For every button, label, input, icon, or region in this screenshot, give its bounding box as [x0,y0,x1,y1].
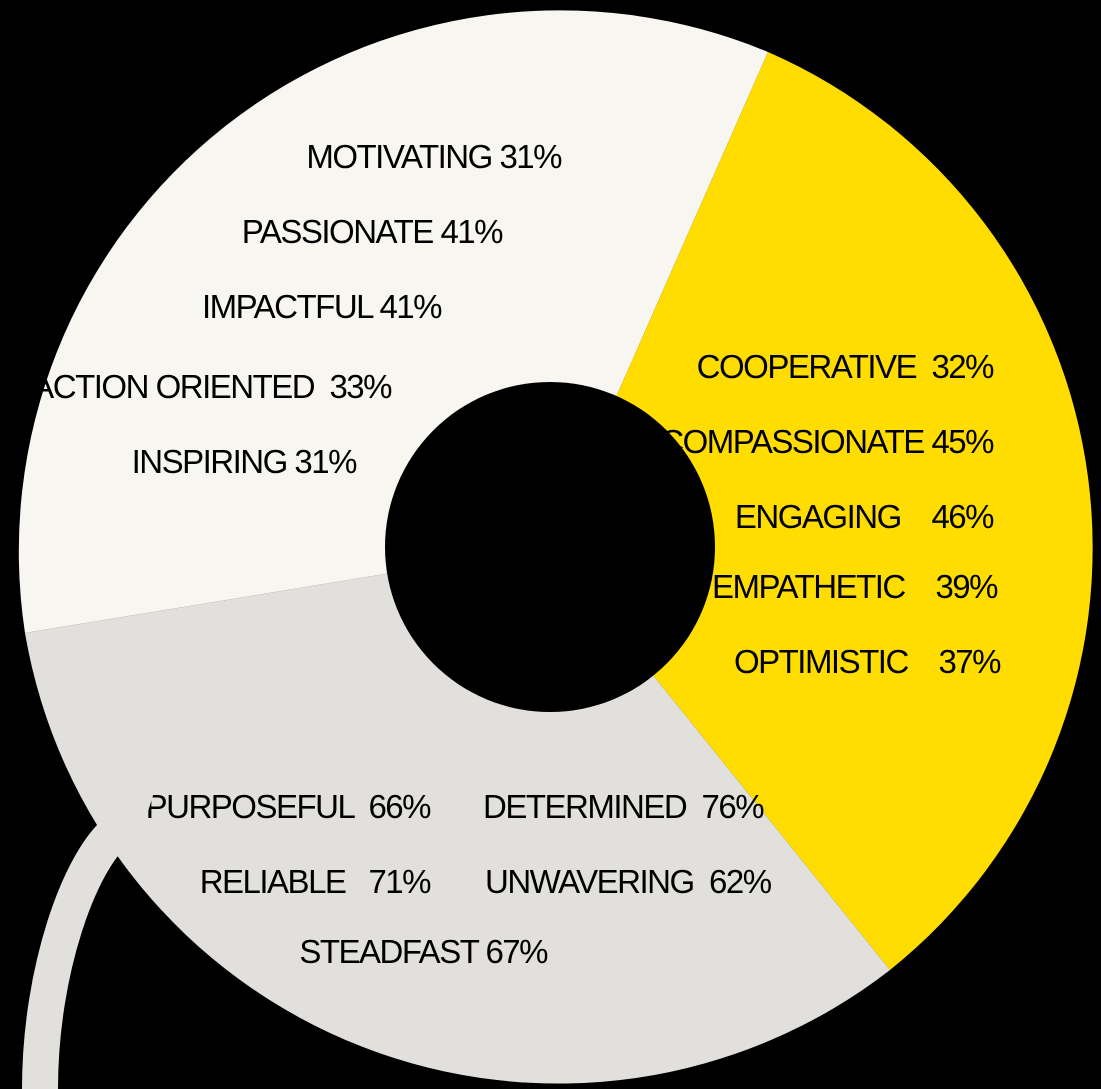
segment-grey [25,547,890,1084]
segment-light [18,10,769,634]
center-hole [385,382,715,712]
curved-arrow-icon [22,712,178,1089]
label-determined: DETERMINED 76% [483,788,764,825]
label-compassionate: COMPASSIONATE 45% [660,423,994,460]
label-purposeful: PURPOSEFUL 66% [146,788,432,825]
label-cooperative: COOPERATIVE 32% [697,348,994,385]
label-impactful: IMPACTFUL 41% [202,288,442,325]
label-inspiring: INSPIRING 31% [132,443,358,480]
label-unwavering: UNWAVERING 62% [485,863,772,900]
label-engaging: ENGAGING 46% [735,498,994,535]
label-motivating: MOTIVATING 31% [306,138,562,175]
label-empathetic: EMPATHETIC 39% [712,568,998,605]
segment-yellow [550,52,1093,970]
label-optimistic: OPTIMISTIC 37% [734,643,1001,680]
label-passionate: PASSIONATE 41% [242,213,503,250]
label-action-oriented: ACTION ORIENTED 33% [32,368,392,405]
label-steadfast: STEADFAST 67% [299,933,548,970]
label-reliable: RELIABLE 71% [200,863,431,900]
